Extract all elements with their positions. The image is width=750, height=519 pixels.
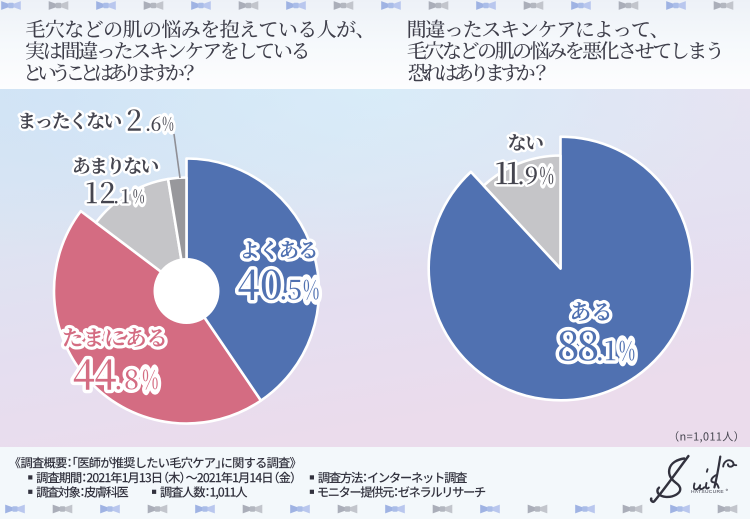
svg-text:HATSUCURE: HATSUCURE bbox=[691, 489, 724, 495]
